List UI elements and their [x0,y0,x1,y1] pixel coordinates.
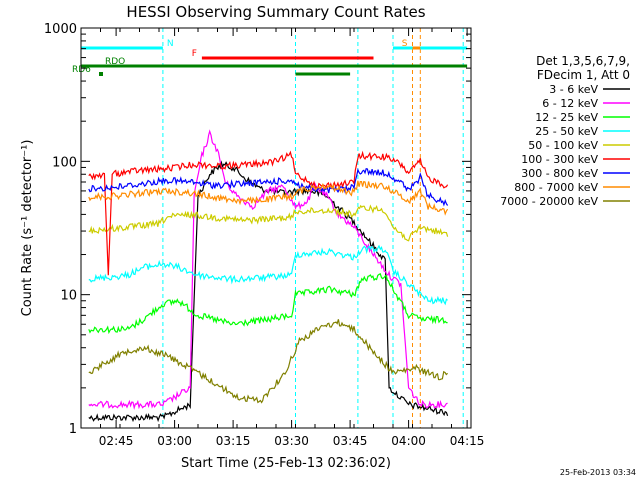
y-axis-label-text: Count Rate (s⁻¹ detector⁻¹) [20,140,35,317]
y-tick-label: 10 [60,289,77,304]
x-tick-label: 03:30 [274,434,309,448]
legend-label: 3 - 6 keV [549,83,598,96]
y-axis-label: Count Rate (s⁻¹ detector⁻¹) [20,140,35,317]
footer-date: 25-Feb-2013 03:34 [560,468,636,477]
flag-label-rdo: RDO [105,57,125,67]
flag-marker-rd6 [99,72,103,76]
x-tick-label: 03:15 [216,434,251,448]
x-tick-label: 03:00 [157,434,192,448]
y-tick-label: 1000 [44,22,77,37]
series-line [88,150,449,276]
legend-label: 12 - 25 keV [535,111,598,124]
flag-label-rd6: RD6 [72,65,91,75]
series-line [88,180,449,216]
legend-header-line-1: Det 1,3,5,6,7,9, [536,54,630,68]
legend: Det 1,3,5,6,7,9, FDecim 1, Att 0 3 - 6 k… [500,54,630,208]
legend-label: 50 - 100 keV [528,139,598,152]
series-lines [88,129,449,423]
series-line [88,129,448,411]
legend-label: 25 - 50 keV [535,125,598,138]
legend-label: 800 - 7000 keV [514,181,598,194]
flag-label-s: S [402,39,408,49]
x-tick-label: 04:00 [391,434,426,448]
x-tick-label: 04:15 [450,434,485,448]
legend-header-line-2: FDecim 1, Att 0 [537,68,630,82]
legend-label: 100 - 300 keV [521,153,598,166]
chart-title: HESSI Observing Summary Count Rates [126,3,425,21]
series-line [88,319,449,404]
y-tick-label: 100 [52,155,77,170]
x-tick-label: 02:45 [99,434,134,448]
series-line [88,167,449,207]
status-flag-bars: N F S RDO RD6 [72,39,468,76]
x-axis-ticks: 02:45 03:00 03:15 03:30 03:45 04:00 04:15 [80,28,485,448]
flag-label-n: N [167,39,174,49]
legend-label: 6 - 12 keV [542,97,598,110]
flag-label-f: F [192,49,197,59]
legend-label: 300 - 800 keV [521,167,598,180]
series-line [88,204,449,242]
y-tick-label: 1 [69,422,77,437]
legend-label: 7000 - 20000 keV [500,195,598,208]
series-line [88,244,448,306]
y-axis-ticks: 1 10 100 1000 [44,22,471,437]
x-axis-label: Start Time (25-Feb-13 02:36:02) [181,456,391,471]
series-line [88,272,448,335]
x-tick-label: 03:45 [333,434,368,448]
